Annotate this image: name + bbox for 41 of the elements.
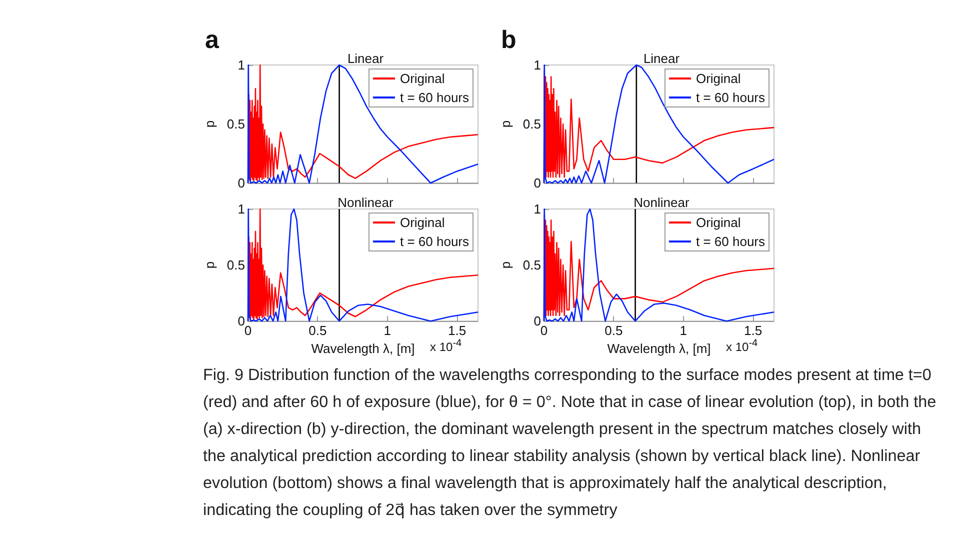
y-tick-label: 0 bbox=[534, 314, 541, 329]
chart-title: Linear bbox=[643, 51, 680, 66]
y-axis-title: p bbox=[498, 261, 513, 269]
x-tick-label: 1.5 bbox=[744, 323, 762, 338]
chart-title: Linear bbox=[347, 51, 384, 66]
x-axis-title: Wavelength λ, [m] bbox=[607, 341, 711, 356]
y-tick-label: 1 bbox=[238, 58, 245, 72]
caption: Fig. 9 Distribution function of the wavelengths corresponding to the surface modes present at time t=0 (red) and after 60 h of exposure (blue), for θ = 0°. Note that in case of linear evolution (top), in both the (a) x-direction (b) y-direction, the dominant wavelength present in the spectrum matches closely with the analytical prediction according to linear stability analysis (shown by vertical black line). Nonlinear evolution (bottom) shows a final wavelength that is approximately half the analytical description, indicating the coupling of 2q⃗ has taken over the symmetry bbox=[203, 365, 938, 521]
x-tick-label: 1 bbox=[384, 323, 391, 338]
legend-label: t = 60 hours bbox=[400, 234, 470, 249]
y-tick-label: 0.5 bbox=[522, 116, 541, 132]
y-tick-label: 0 bbox=[534, 176, 541, 190]
text: a bbox=[205, 26, 219, 55]
chart-title: Nonlinear bbox=[634, 195, 690, 210]
y-tick-label: 1 bbox=[534, 202, 541, 216]
y-tick-label: 0.5 bbox=[522, 258, 541, 273]
x-tick-label: 0.5 bbox=[308, 323, 327, 338]
legend-label: Original bbox=[696, 71, 741, 86]
x-axis-title: Wavelength λ, [m] bbox=[311, 341, 415, 356]
legend-label: Original bbox=[400, 71, 445, 86]
y-axis-title: p bbox=[498, 120, 513, 128]
x-tick-label: 0.5 bbox=[604, 323, 623, 338]
text: x 10$^{-4}$ bbox=[430, 338, 462, 354]
y-tick-label: 0.5 bbox=[226, 258, 245, 273]
legend-label: Original bbox=[696, 215, 741, 230]
legend-label: t = 60 hours bbox=[400, 90, 470, 105]
y-tick-label: 0.5 bbox=[226, 116, 245, 132]
legend-label: t = 60 hours bbox=[696, 234, 766, 249]
legend-label: Original bbox=[400, 215, 445, 230]
y-axis-title: p bbox=[202, 261, 217, 269]
y-tick-label: 1 bbox=[238, 202, 245, 216]
x-tick-label: 1.5 bbox=[448, 323, 466, 338]
x-tick-label: 1 bbox=[680, 323, 687, 338]
text: b bbox=[501, 26, 516, 55]
y-tick-label: 0 bbox=[238, 314, 245, 329]
y-axis-title: p bbox=[202, 120, 217, 128]
y-tick-label: 0 bbox=[238, 176, 245, 190]
text: x 10$^{-4}$ bbox=[726, 338, 758, 354]
y-tick-label: 1 bbox=[534, 58, 541, 72]
legend-label: t = 60 hours bbox=[696, 90, 766, 105]
chart-title: Nonlinear bbox=[338, 195, 394, 210]
